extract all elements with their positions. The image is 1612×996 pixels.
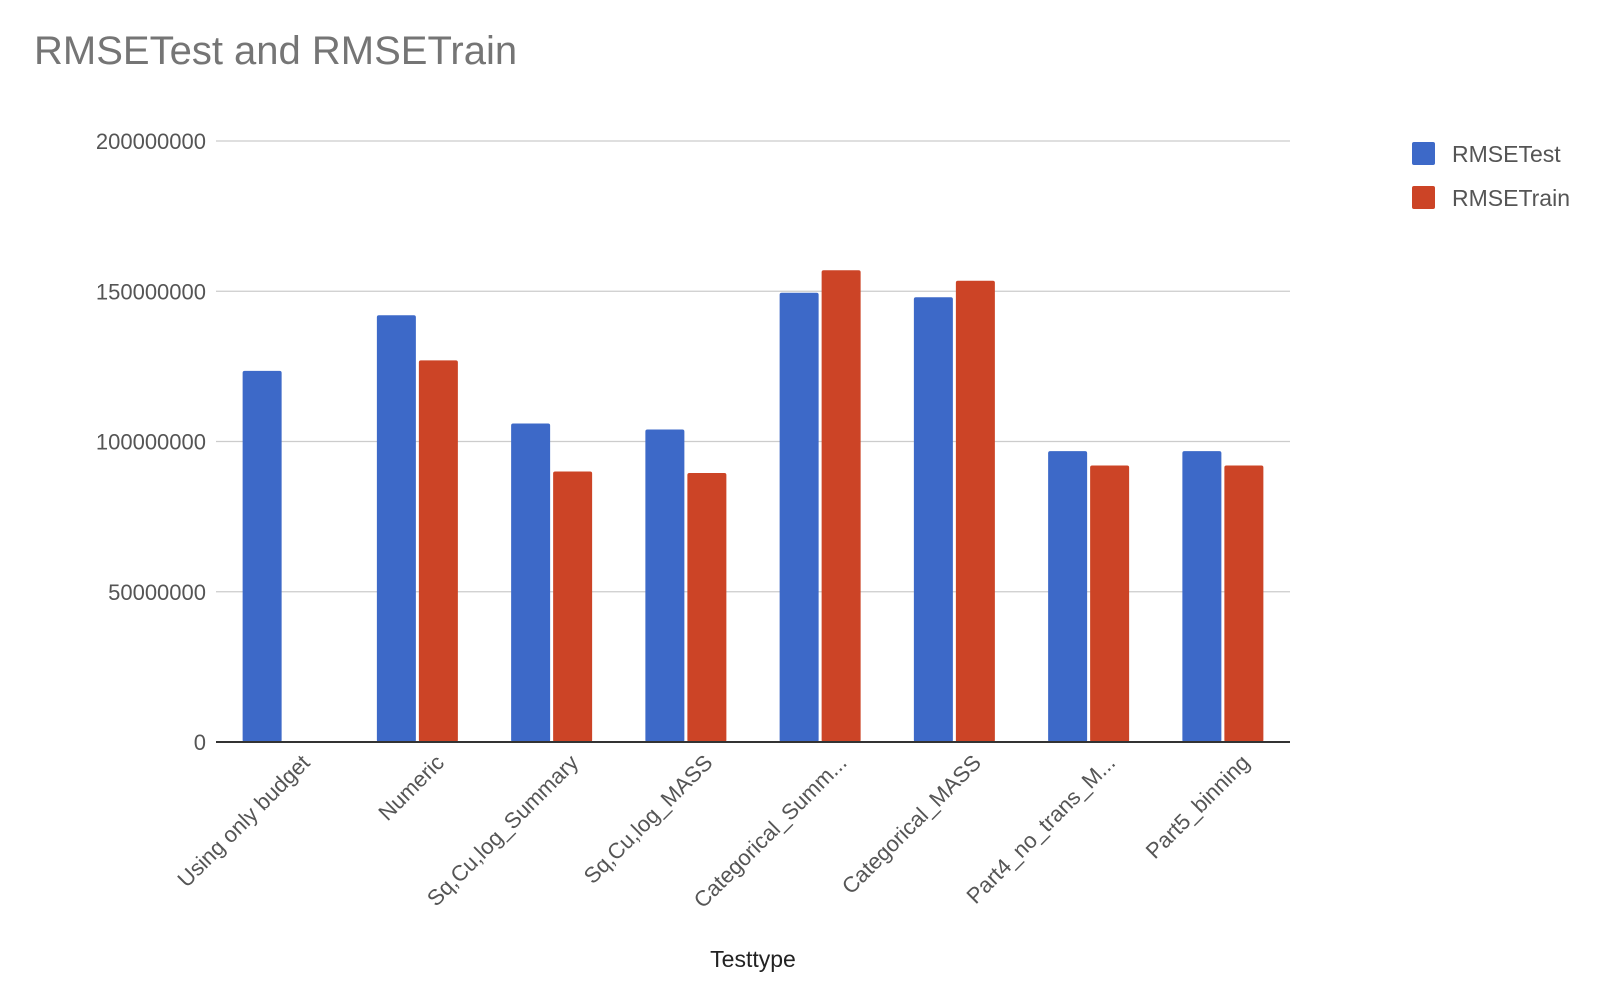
bar-rmsetest-1[interactable] xyxy=(376,315,416,742)
bar-rmsetrain-7[interactable] xyxy=(1224,465,1264,742)
bar-rmsetest-6[interactable] xyxy=(1048,451,1088,742)
bars xyxy=(242,270,1264,742)
bar-rmsetest-4[interactable] xyxy=(779,292,819,742)
y-tick-label: 50000000 xyxy=(108,580,206,605)
bar-rmsetrain-6[interactable] xyxy=(1090,465,1130,742)
x-tick-label: Categorical_Summ... xyxy=(689,750,852,913)
legend[interactable]: RMSETest RMSETrain xyxy=(1412,141,1570,211)
legend-label: RMSETrain xyxy=(1452,185,1570,211)
x-tick-label: Part4_no_trans_M... xyxy=(962,750,1121,909)
bar-rmsetest-7[interactable] xyxy=(1182,451,1222,742)
bar-rmsetrain-5[interactable] xyxy=(955,280,995,742)
x-tick-label: Using only budget xyxy=(172,750,314,892)
x-tick-label: Sq,Cu,log_Summary xyxy=(422,750,583,911)
legend-label: RMSETest xyxy=(1452,141,1561,167)
x-axis-category-labels: Using only budget NumericSq,Cu,log_Summar… xyxy=(172,750,1254,913)
bar-rmsetrain-2[interactable] xyxy=(553,471,593,742)
x-axis-title: Testtype xyxy=(710,946,796,972)
y-tick-label: 100000000 xyxy=(96,430,206,455)
bar-rmsetest-2[interactable] xyxy=(511,423,551,742)
chart-title: RMSETest and RMSETrain xyxy=(34,29,517,73)
x-tick-label: Sq,Cu,log_MASS xyxy=(579,750,718,889)
bar-rmsetrain-4[interactable] xyxy=(821,270,861,742)
legend-item-rmsetrain[interactable]: RMSETrain xyxy=(1412,185,1570,211)
x-tick-label: Numeric xyxy=(373,750,449,826)
legend-swatch xyxy=(1412,142,1435,165)
x-tick-label: Part5_binning xyxy=(1141,750,1255,864)
y-axis-ticks: 0 50000000 100000000 150000000 200000000 xyxy=(96,129,206,755)
bar-rmsetest-3[interactable] xyxy=(645,429,685,742)
legend-item-rmsetest[interactable]: RMSETest xyxy=(1412,141,1561,167)
x-tick-label: Categorical_MASS xyxy=(837,750,986,899)
y-tick-label: 200000000 xyxy=(96,129,206,154)
y-tick-label: 150000000 xyxy=(96,279,206,304)
bar-rmsetest-5[interactable] xyxy=(913,297,953,742)
bar-rmsetrain-3[interactable] xyxy=(687,473,727,742)
y-tick-label: 0 xyxy=(194,730,206,755)
bar-rmsetest-0[interactable] xyxy=(242,370,282,742)
bar-rmsetrain-1[interactable] xyxy=(418,360,458,742)
legend-swatch xyxy=(1412,186,1435,209)
